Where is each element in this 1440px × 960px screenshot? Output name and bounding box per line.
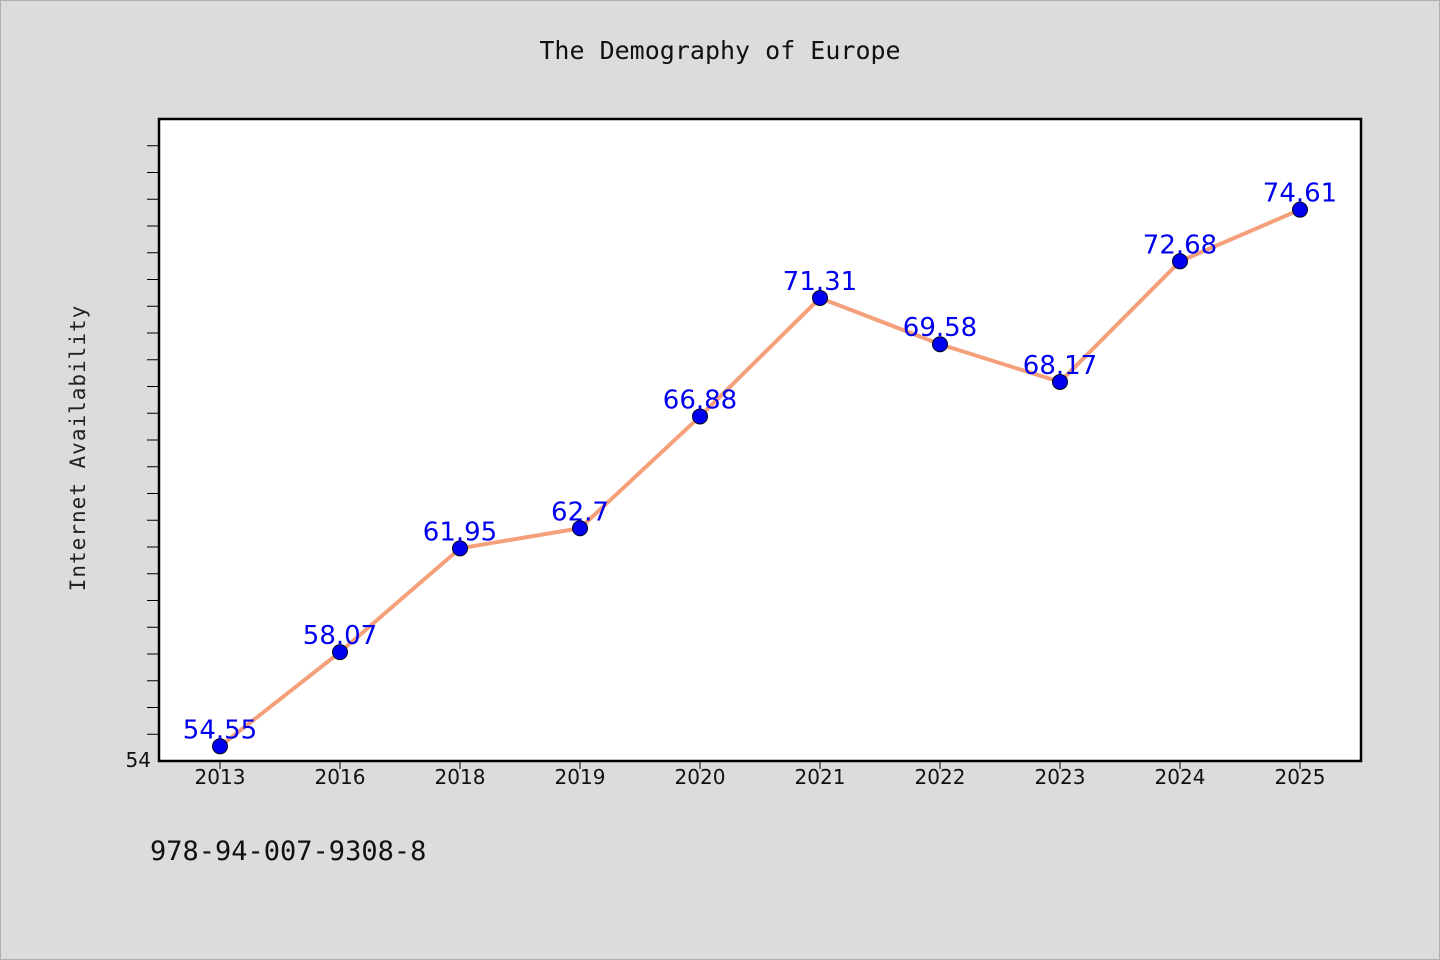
data-label: 58.07 [303, 621, 377, 651]
isbn-text: 978-94-007-9308-8 [150, 836, 427, 867]
series-line-group [218, 207, 1302, 749]
x-tick-label: 2022 [915, 765, 966, 789]
data-point [332, 644, 348, 661]
data-label: 66.88 [663, 385, 737, 415]
x-tick-label: 2020 [675, 765, 726, 789]
series-line [218, 207, 1302, 749]
plot-area [159, 119, 1361, 761]
data-label: 54.55 [183, 715, 257, 745]
data-point [692, 408, 708, 425]
data-label: 71.31 [783, 267, 857, 297]
x-tick-label: 2019 [555, 765, 606, 789]
data-point [812, 289, 828, 306]
x-tick-label: 2023 [1035, 765, 1086, 789]
data-label: 61.95 [423, 517, 497, 547]
data-point [932, 336, 948, 353]
data-label: 62.7 [551, 497, 609, 527]
data-point [572, 520, 588, 537]
data-point [212, 738, 228, 755]
data-point [1292, 201, 1308, 218]
data-point [452, 540, 468, 557]
x-tick-label: 2021 [795, 765, 846, 789]
x-tick-label: 2024 [1155, 765, 1206, 789]
data-label: 74.61 [1263, 179, 1337, 209]
y-tick-label: 54 [126, 748, 151, 772]
data-label: 68.17 [1023, 351, 1097, 381]
data-point [1172, 253, 1188, 270]
y-axis-ticks: 54 [126, 145, 159, 772]
x-tick-label: 2016 [315, 765, 366, 789]
data-point [1052, 373, 1068, 390]
x-axis-ticks: 2013 2016 2018 2019 2020 2021 2022 2023 2024 2025 [195, 761, 1326, 789]
data-label: 72.68 [1143, 230, 1217, 260]
chart-title: The Demography of Europe [539, 36, 901, 65]
x-tick-label: 2018 [435, 765, 486, 789]
data-labels-group: 54.55 58.07 61.95 62.7 66.88 71.31 69.58 68.17 7… [183, 179, 1337, 746]
x-tick-label: 2013 [195, 765, 246, 789]
x-tick-label: 2025 [1275, 765, 1326, 789]
data-points-group [212, 201, 1308, 755]
plot-border [157, 117, 1363, 763]
data-label: 69.58 [903, 313, 977, 343]
